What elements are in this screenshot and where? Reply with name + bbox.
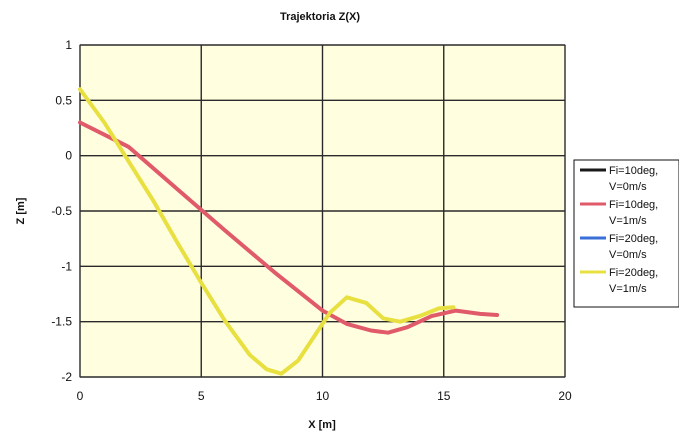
x-tick-label: 20 [558, 389, 572, 403]
x-tick-label: 15 [437, 389, 451, 403]
legend-label-3: Fi=20deg, [609, 233, 658, 245]
legend-label-1: V=0m/s [609, 181, 647, 193]
x-tick-label: 5 [198, 389, 205, 403]
y-tick-label: -1 [61, 259, 72, 273]
y-tick-label: -1.5 [51, 315, 72, 329]
y-tick-label: 0.5 [55, 93, 72, 107]
x-axis-title: X [m] [308, 419, 336, 431]
legend-label-1: Fi=10deg, [609, 165, 658, 177]
legend-label-4: V=1m/s [609, 283, 647, 295]
legend-label-4: Fi=20deg, [609, 267, 658, 279]
y-tick-label: -2 [61, 370, 72, 384]
x-tick-label: 10 [316, 389, 330, 403]
legend-label-2: Fi=10deg, [609, 199, 658, 211]
y-axis-title: Z [m] [15, 197, 27, 224]
y-tick-label: 1 [65, 38, 72, 52]
legend: Fi=10deg, V=0m/s Fi=10deg, V=1m/s Fi=20deg, V… [574, 160, 679, 307]
x-tick-label: 0 [77, 389, 84, 403]
legend-label-3: V=0m/s [609, 249, 647, 261]
y-tick-label: -0.5 [51, 204, 72, 218]
legend-label-2: V=1m/s [609, 215, 647, 227]
y-tick-label: 0 [65, 149, 72, 163]
chart-title: Trajektoria Z(X) [280, 11, 360, 23]
